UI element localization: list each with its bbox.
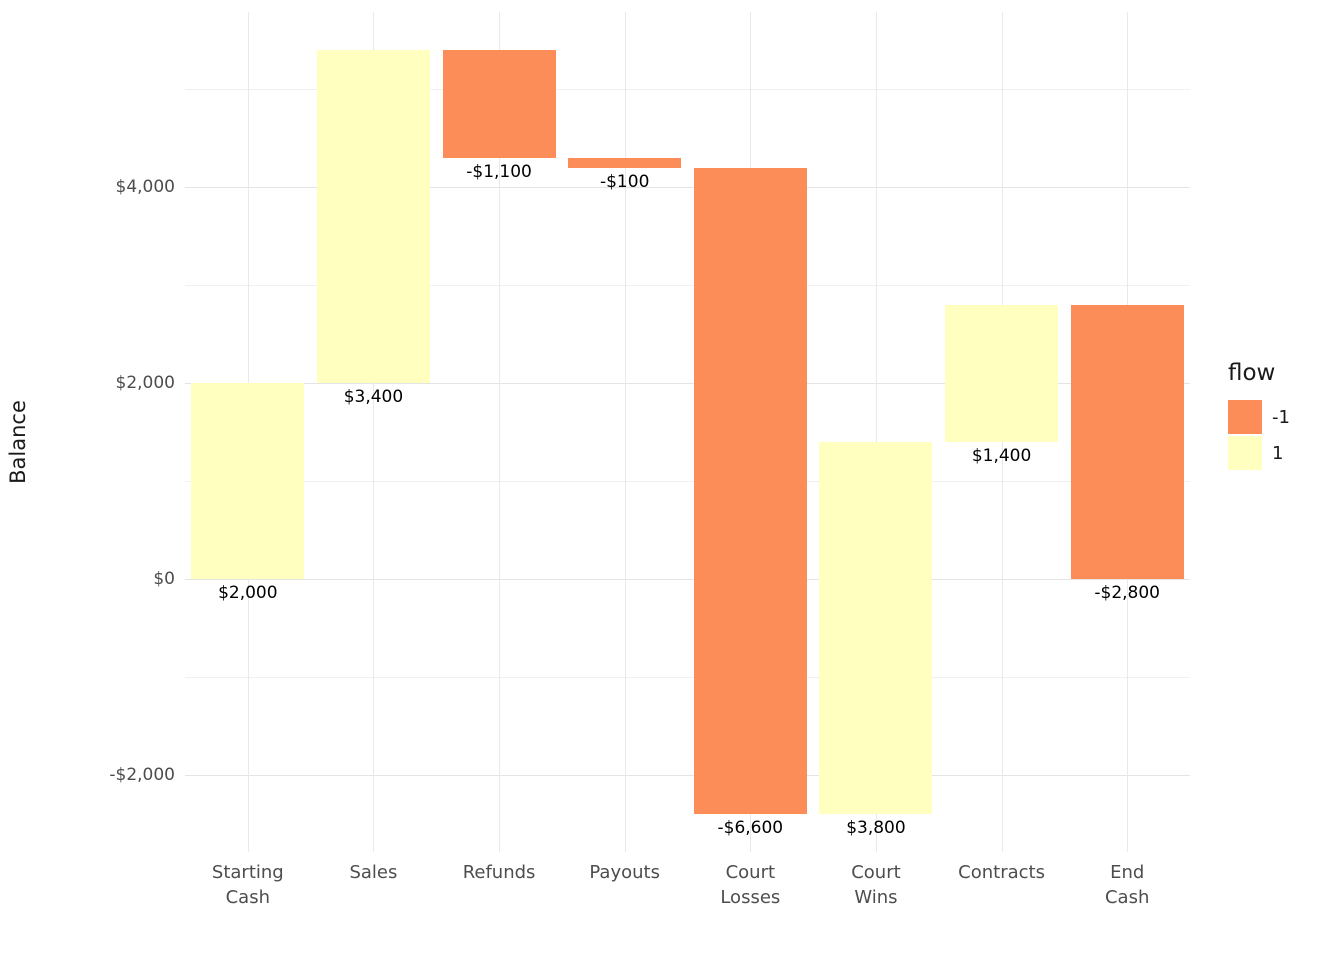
- gridline-major: [185, 578, 1190, 580]
- legend-label: -1: [1272, 406, 1290, 428]
- legend-title: flow: [1228, 360, 1276, 386]
- bar-value-label-refunds: -$1,100: [466, 161, 532, 182]
- bar-sales: [316, 50, 430, 384]
- y-tick-label: $0: [153, 568, 175, 589]
- x-tick-line: Losses: [720, 887, 781, 908]
- bar-refunds: [442, 50, 556, 158]
- x-tick-label-payouts: Payouts: [589, 860, 660, 885]
- gridline-minor: [185, 285, 1190, 287]
- x-tick-line: Refunds: [462, 862, 536, 883]
- legend-swatch-icon: [1228, 436, 1262, 470]
- gridline-vertical: [499, 12, 501, 852]
- bar-value-label-contracts: $1,400: [971, 445, 1032, 466]
- gridline-minor: [185, 480, 1190, 482]
- gridline-minor: [185, 676, 1190, 678]
- x-tick-line: Contracts: [958, 862, 1045, 883]
- bar-court-wins: [819, 441, 933, 814]
- x-tick-line: End: [1110, 862, 1145, 883]
- legend: flow -1 1: [1228, 360, 1290, 472]
- x-tick-line: Sales: [349, 862, 398, 883]
- bar-value-label-payouts: -$100: [599, 171, 650, 192]
- x-tick-line: Wins: [854, 887, 898, 908]
- legend-key-1: 1: [1228, 436, 1290, 470]
- bar-payouts: [568, 157, 682, 168]
- y-tick-label: -$2,000: [109, 764, 175, 785]
- y-axis-title: Balance: [6, 400, 30, 484]
- x-tick-label-court-losses: Court Losses: [720, 860, 780, 910]
- x-tick-label-end-cash: End Cash: [1105, 860, 1149, 910]
- legend-label: 1: [1272, 442, 1284, 464]
- x-tick-line: Payouts: [589, 862, 660, 883]
- bar-contracts: [945, 304, 1059, 442]
- bar-value-label-court-wins: $3,800: [846, 817, 906, 838]
- gridline-vertical: [875, 12, 877, 852]
- y-tick-label: $2,000: [115, 373, 175, 394]
- x-tick-line: Cash: [225, 887, 270, 908]
- x-tick-label-contracts: Contracts: [958, 860, 1045, 885]
- x-tick-label-starting-cash: Starting Cash: [212, 860, 284, 910]
- bar-end-cash: [1070, 304, 1184, 579]
- bar-starting-cash: [191, 383, 305, 579]
- bar-value-label-starting-cash: $2,000: [218, 582, 278, 603]
- y-tick-label: $4,000: [115, 177, 175, 198]
- bar-value-label-end-cash: -$2,800: [1094, 582, 1160, 603]
- gridline-major: [185, 774, 1190, 776]
- x-tick-label-sales: Sales: [349, 860, 397, 885]
- x-tick-line: Starting: [211, 862, 284, 883]
- x-tick-label-court-wins: Court Wins: [851, 860, 900, 910]
- legend-key--1: -1: [1228, 400, 1290, 434]
- legend-keys: -1 1: [1228, 400, 1290, 470]
- gridline-minor: [185, 89, 1190, 91]
- plot-area: $2,000 $3,400 -$1,100 -$100 -$6,600 $3,800 $1,…: [185, 12, 1190, 852]
- x-tick-line: Court: [725, 862, 776, 883]
- x-tick-label-refunds: Refunds: [463, 860, 536, 885]
- gridline-major: [185, 187, 1190, 189]
- gridline-vertical: [624, 12, 626, 852]
- legend-swatch-icon: [1228, 400, 1262, 434]
- gridline-major: [185, 383, 1190, 385]
- x-tick-line: Court: [851, 862, 901, 883]
- gridline-vertical: [373, 12, 375, 852]
- bar-value-label-sales: $3,400: [343, 387, 404, 408]
- x-tick-line: Cash: [1104, 887, 1150, 908]
- bar-court-losses: [693, 167, 807, 814]
- bar-value-label-court-losses: -$6,600: [717, 817, 784, 838]
